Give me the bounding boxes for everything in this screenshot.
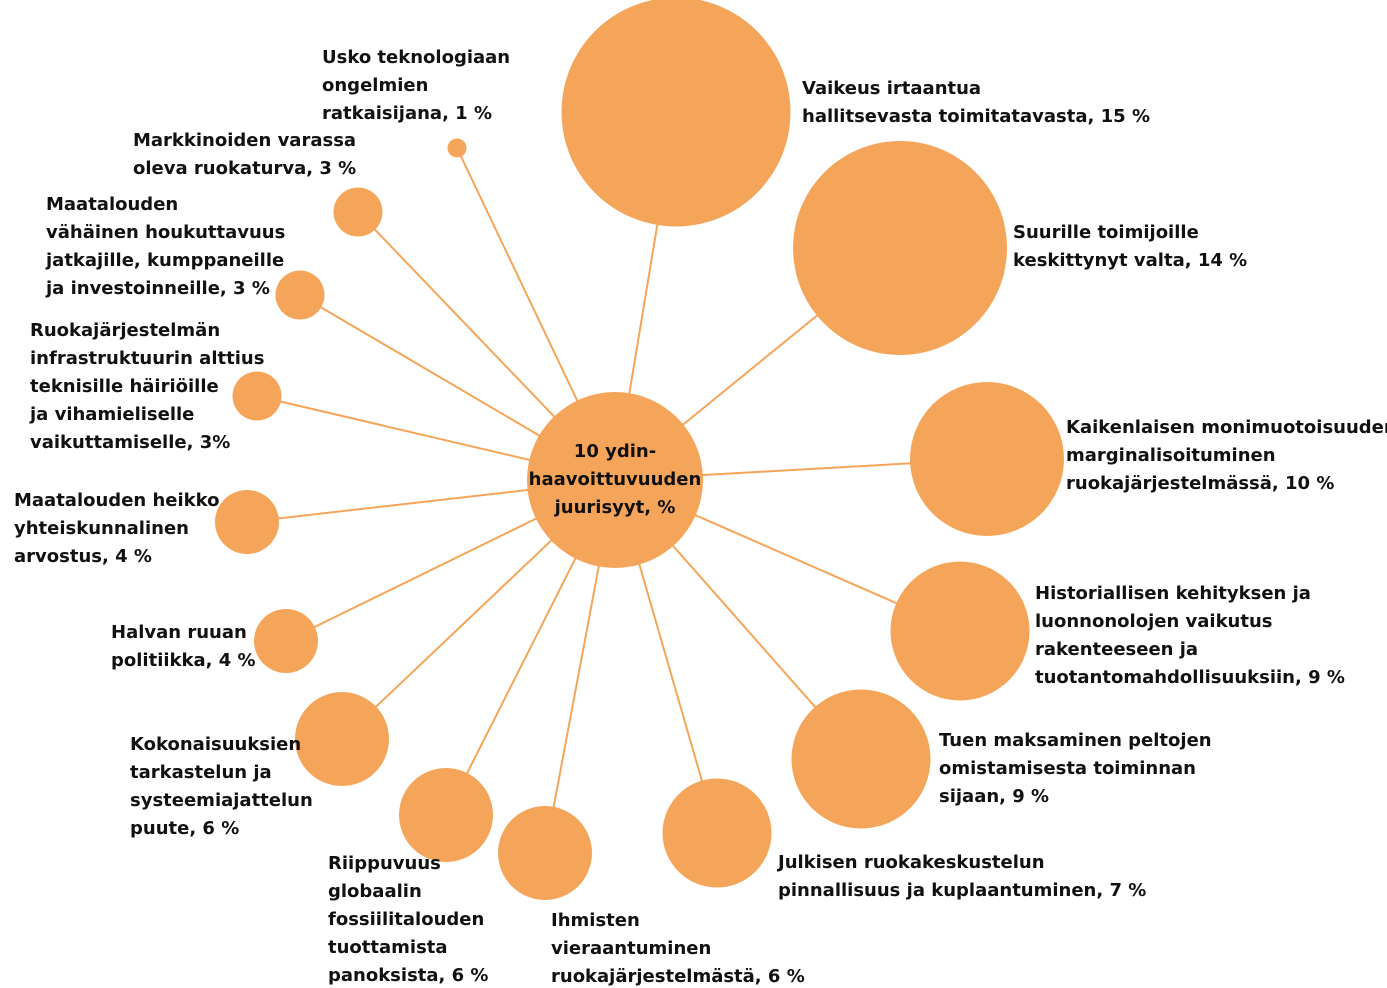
node-label: pinnallisuus ja kuplaantuminen, 7 %	[778, 880, 1146, 901]
bubble	[215, 490, 279, 554]
node-label: luonnonolojen vaikutus	[1035, 611, 1273, 632]
node-label: politiikka, 4 %	[111, 650, 256, 671]
node-label: yhteiskunnalinen	[14, 518, 189, 539]
node-label: globaalin	[328, 881, 422, 902]
node-label: ongelmien	[322, 75, 428, 96]
node-label: Historiallisen kehityksen ja	[1035, 583, 1311, 604]
node-label: omistamisesta toiminnan	[939, 758, 1196, 779]
node-label: tuottamista	[328, 937, 448, 958]
bubble	[232, 371, 282, 421]
center-bubble	[527, 392, 703, 568]
node-label: Vaikeus irtaantua	[802, 78, 981, 99]
node-label: ratkaisijana, 1 %	[322, 103, 492, 124]
bubble	[295, 692, 389, 786]
node-label: Ruokajärjestelmän	[30, 320, 220, 341]
node-label: ja investoinneille, 3 %	[45, 278, 270, 299]
node-label: panoksista, 6 %	[328, 965, 488, 986]
bubble	[275, 270, 325, 320]
node-label: Halvan ruuan	[111, 622, 247, 643]
node-label: hallitsevasta toimitatavasta, 15 %	[802, 106, 1150, 127]
node-label: Ihmisten	[551, 910, 640, 931]
node-label: oleva ruokaturva, 3 %	[133, 158, 356, 179]
bubble	[662, 778, 772, 888]
node-label: teknisille häiriöille	[30, 376, 219, 397]
center-label: juurisyyt, %	[554, 497, 676, 518]
node-label: Kokonaisuuksien	[130, 734, 301, 755]
labels: Usko teknologiaan ongelmien ratkaisijana, …	[14, 47, 1387, 987]
node-label: vaikuttamiselle, 3%	[30, 432, 230, 453]
node-label: Maatalouden	[46, 194, 178, 215]
node-label: tuotantomahdollisuuksiin, 9 %	[1035, 667, 1345, 688]
bubble	[333, 187, 383, 237]
center-label: 10 ydin-	[574, 441, 656, 462]
node-label: puute, 6 %	[130, 818, 239, 839]
node-label: Suurille toimijoille	[1013, 222, 1199, 243]
center-label: haavoittuvuuden	[529, 469, 702, 490]
node-label: Usko teknologiaan	[322, 47, 510, 68]
node-label: Maatalouden heikko	[14, 490, 220, 511]
bubble	[910, 382, 1064, 536]
node-label: vähäinen houkuttavuus	[46, 222, 285, 243]
node-label: ja vihamieliselle	[29, 404, 194, 425]
bubble	[793, 141, 1007, 355]
bubbles	[215, 0, 1064, 900]
node-label: tarkastelun ja	[130, 762, 272, 783]
bubble	[498, 806, 592, 900]
bubble	[561, 0, 791, 227]
node-label: systeemiajattelun	[130, 790, 313, 811]
node-label: Julkisen ruokakeskustelun	[776, 852, 1045, 873]
node-label: ruokajärjestelmästä, 6 %	[551, 966, 805, 987]
node-label: ruokajärjestelmässä, 10 %	[1066, 473, 1334, 494]
node-label: fossiilitalouden	[328, 909, 484, 930]
bubble	[399, 768, 493, 862]
bubble	[254, 609, 318, 673]
node-label: sijaan, 9 %	[939, 786, 1049, 807]
node-label: infrastruktuurin alttius	[30, 348, 264, 369]
bubble	[890, 561, 1030, 701]
node-label: Kaikenlaisen monimuotoisuuden	[1066, 417, 1387, 438]
node-label: vieraantuminen	[551, 938, 711, 959]
bubble	[791, 689, 931, 829]
node-label: arvostus, 4 %	[14, 546, 152, 567]
bubble	[447, 138, 467, 158]
node-label: keskittynyt valta, 14 %	[1013, 250, 1247, 271]
node-label: Riippuvuus	[328, 853, 441, 874]
node-label: Tuen maksaminen peltojen	[939, 730, 1212, 751]
node-label: rakenteeseen ja	[1035, 639, 1198, 660]
node-label: Markkinoiden varassa	[133, 130, 356, 151]
node-label: jatkajille, kumppaneille	[45, 250, 284, 271]
node-label: marginalisoituminen	[1066, 445, 1276, 466]
